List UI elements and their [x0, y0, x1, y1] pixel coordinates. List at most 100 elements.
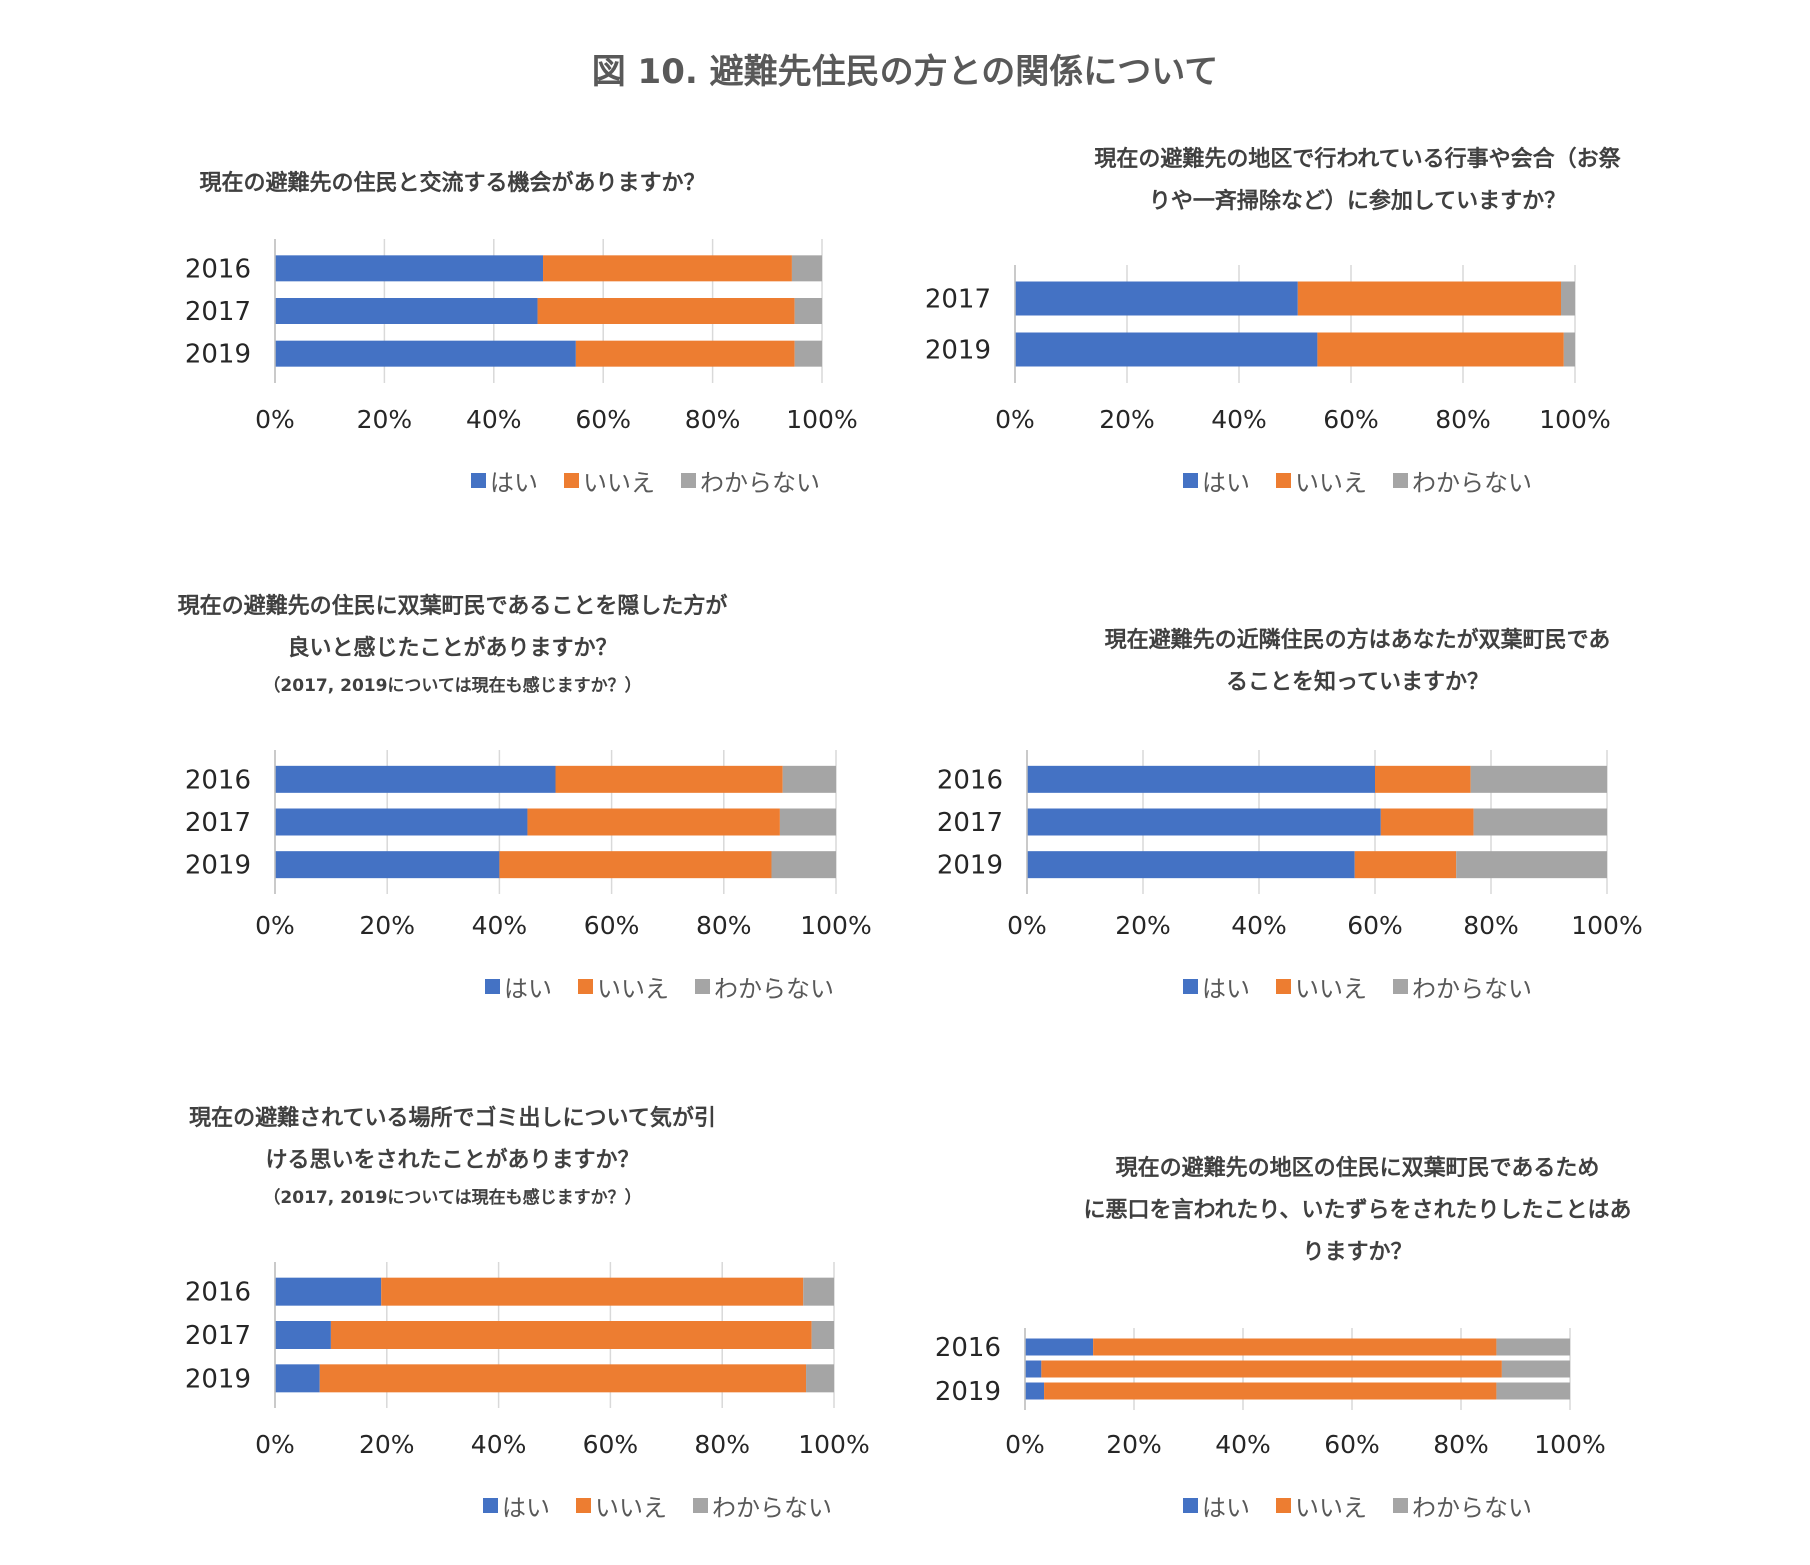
category-label: 2017 [185, 808, 251, 838]
legend-swatch [695, 979, 710, 994]
chart-title-line: りや一斉掃除など）に参加していますか？ [1148, 189, 1567, 214]
bar-segment-2 [1297, 281, 1561, 316]
legend-label: はい [502, 1494, 550, 1522]
x-tick-label: 80% [1435, 405, 1491, 434]
x-tick-label: 0% [995, 405, 1035, 434]
legend-item: いいえ [564, 463, 655, 498]
legend-item: いいえ [1276, 969, 1367, 1004]
x-tick-label: 80% [1463, 911, 1519, 940]
chart-legend: はい いいえ わからない [0, 1488, 1110, 1523]
category-label: 2019 [185, 340, 251, 370]
x-tick-label: 0% [255, 911, 295, 940]
legend-label: いいえ [583, 469, 655, 497]
bar-segment-2 [499, 851, 772, 879]
x-tick-label: 40% [471, 1430, 527, 1459]
bar-segment-1 [275, 808, 528, 836]
x-tick-label: 60% [575, 405, 631, 434]
bar-segment-3 [1496, 1382, 1570, 1400]
chart-legend: はい いいえ わからない [905, 1488, 1810, 1523]
chart-note: （2017, 2019については現在も感じますか？） [263, 676, 642, 696]
legend-swatch [483, 1498, 498, 1513]
bar-segment-2 [555, 765, 783, 793]
legend-item: はい [1183, 969, 1250, 1004]
bar-segment-1 [1025, 1382, 1045, 1400]
legend-item: わからない [681, 463, 820, 498]
bar-segment-3 [771, 851, 836, 879]
legend-item: はい [471, 463, 538, 498]
bar-segment-2 [537, 298, 795, 324]
chart-note: （2017, 2019については現在も感じますか？） [263, 1188, 642, 1208]
category-label: 2019 [937, 851, 1003, 881]
bar-segment-1 [1027, 851, 1355, 879]
bar-segment-3 [1473, 808, 1607, 836]
bar-segment-2 [1093, 1338, 1497, 1356]
legend-swatch [1276, 473, 1291, 488]
legend-swatch [1183, 473, 1198, 488]
legend-label: わからない [1412, 469, 1532, 497]
bar-segment-1 [1015, 332, 1318, 367]
category-label: 2019 [925, 336, 991, 366]
category-label: 2017 [185, 297, 251, 327]
chart-panel-2: 現在の避難先の地区で行われている行事や会合（お祭 りや一斉掃除など）に参加していま… [905, 145, 1810, 503]
legend-item: いいえ [1276, 1488, 1367, 1523]
bar-chart: 2016 2017 2019 0% 20% 40% 60% 80% 100% [185, 239, 858, 434]
chart-panel-6: 現在の避難先の地区の住民に双葉町民であるため に悪口を言われたり、いたずらをされた… [905, 1100, 1810, 1528]
chart-panel-1: 現在の避難先の住民と交流する機会がありますか？ 2016 2017 2019 0% 20%… [0, 145, 905, 503]
bar-segment-2 [575, 340, 795, 367]
chart-panel-4: 現在避難先の近隣住民の方はあなたが双葉町民であ ることを知っていますか？ 2016 2… [905, 590, 1810, 1009]
chart-title-line: 良いと感じたことがありますか？ [287, 636, 618, 661]
bar-segment-1 [1027, 765, 1375, 793]
bar-segment-2 [543, 255, 792, 282]
category-label: 2017 [937, 808, 1003, 838]
legend-label: わからない [712, 1494, 832, 1522]
bar-segment-2 [1041, 1360, 1502, 1378]
bar-segment-2 [1044, 1382, 1497, 1400]
legend-label: いいえ [1295, 469, 1367, 497]
legend-item: はい [483, 1488, 550, 1523]
chart-title-line: りますか？ [1302, 1240, 1413, 1265]
bar-segment-3 [782, 765, 836, 793]
x-tick-label: 60% [1323, 405, 1379, 434]
legend-swatch [1183, 1498, 1198, 1513]
legend-item: わからない [693, 1488, 832, 1523]
x-tick-label: 0% [255, 1430, 295, 1459]
legend-swatch [576, 1498, 591, 1513]
chart-title-line: に悪口を言われたり、いたずらをされたりしたことはあ [1083, 1198, 1632, 1223]
legend-item: いいえ [576, 1488, 667, 1523]
legend-label: いいえ [595, 1494, 667, 1522]
x-tick-label: 60% [1347, 911, 1403, 940]
x-tick-label: 100% [1534, 1430, 1605, 1459]
x-tick-label: 0% [1005, 1430, 1045, 1459]
bar-segment-2 [319, 1364, 807, 1393]
x-tick-label: 100% [1571, 911, 1642, 940]
legend-swatch [1393, 473, 1408, 488]
bar-segment-3 [1501, 1360, 1570, 1378]
legend-swatch [693, 1498, 708, 1513]
bar-segment-3 [806, 1364, 834, 1393]
legend-swatch [1276, 1498, 1291, 1513]
category-label: 2016 [185, 765, 251, 795]
bar-chart: 2017 2019 0% 20% 40% 60% 80% 100% [925, 265, 1611, 434]
legend-item: わからない [1393, 1488, 1532, 1523]
chart-legend: はい いいえ わからない [905, 463, 1810, 498]
legend-label: いいえ [1295, 975, 1367, 1003]
bar-segment-1 [275, 851, 500, 879]
legend-label: いいえ [597, 975, 669, 1003]
legend-item: はい [1183, 463, 1250, 498]
chart-title-line: 現在の避難先の住民と交流する機会がありますか？ [199, 171, 706, 196]
legend-item: わからない [695, 969, 834, 1004]
x-tick-label: 100% [786, 405, 857, 434]
x-tick-label: 0% [1007, 911, 1047, 940]
x-tick-label: 20% [357, 405, 413, 434]
x-tick-label: 40% [1231, 911, 1287, 940]
bar-segment-1 [1027, 808, 1381, 836]
bar-segment-2 [1380, 808, 1474, 836]
category-label: 2019 [185, 1364, 251, 1394]
category-label: 2016 [185, 1278, 251, 1308]
x-tick-label: 20% [1115, 911, 1171, 940]
bar-segment-3 [794, 298, 822, 324]
bar-chart: 2016 2017 2019 0% 20% 40% 60% 80% 100% [185, 750, 872, 940]
bar-segment-3 [794, 340, 822, 367]
chart-title-line: 現在の避難されている場所でゴミ出しについて気が引 [189, 1106, 716, 1131]
